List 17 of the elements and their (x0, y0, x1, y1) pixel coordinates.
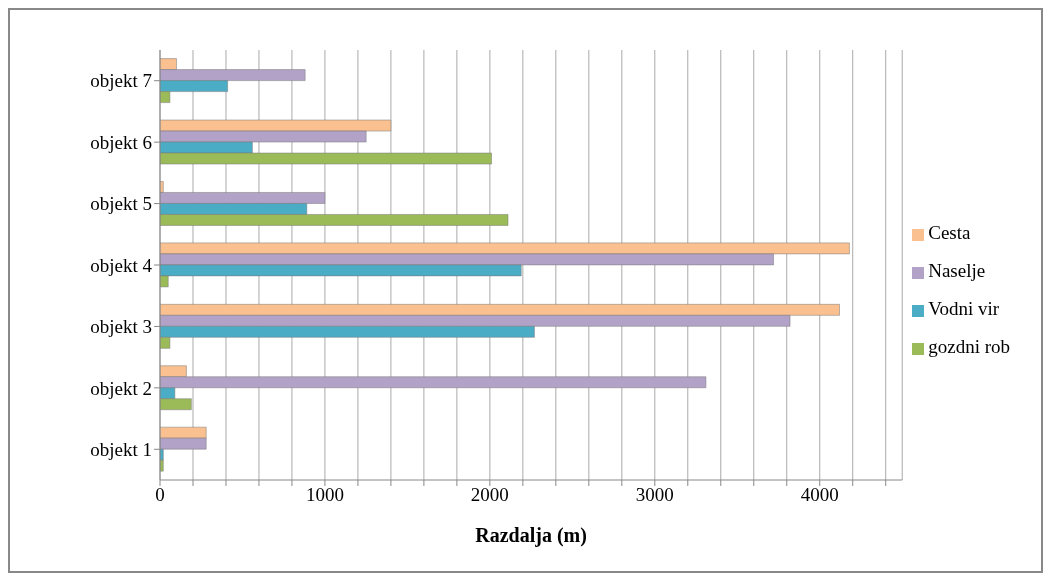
legend-label: Naselje (928, 260, 986, 281)
y-tick-label: objekt 6 (90, 131, 152, 153)
y-tick-label: objekt 2 (90, 377, 152, 399)
legend-label: Cesta (928, 222, 971, 243)
x-tick-label: 2000 (470, 484, 509, 506)
x-tick-label: 0 (155, 484, 165, 506)
y-tick-label: objekt 5 (90, 193, 152, 215)
x-tick-label: 1000 (305, 484, 344, 506)
x-tick-label: 4000 (800, 484, 839, 506)
y-tick-label: objekt 1 (90, 439, 152, 461)
legend-label: gozdni rob (928, 336, 1010, 357)
x-axis-title: Razdalja (m) (475, 524, 587, 547)
y-tick-label: objekt 4 (90, 254, 153, 276)
legend-label: Vodni vir (928, 298, 1000, 319)
x-tick-label: 3000 (635, 484, 674, 506)
y-tick-label: objekt 3 (90, 316, 152, 338)
y-tick-label: objekt 7 (90, 70, 152, 92)
